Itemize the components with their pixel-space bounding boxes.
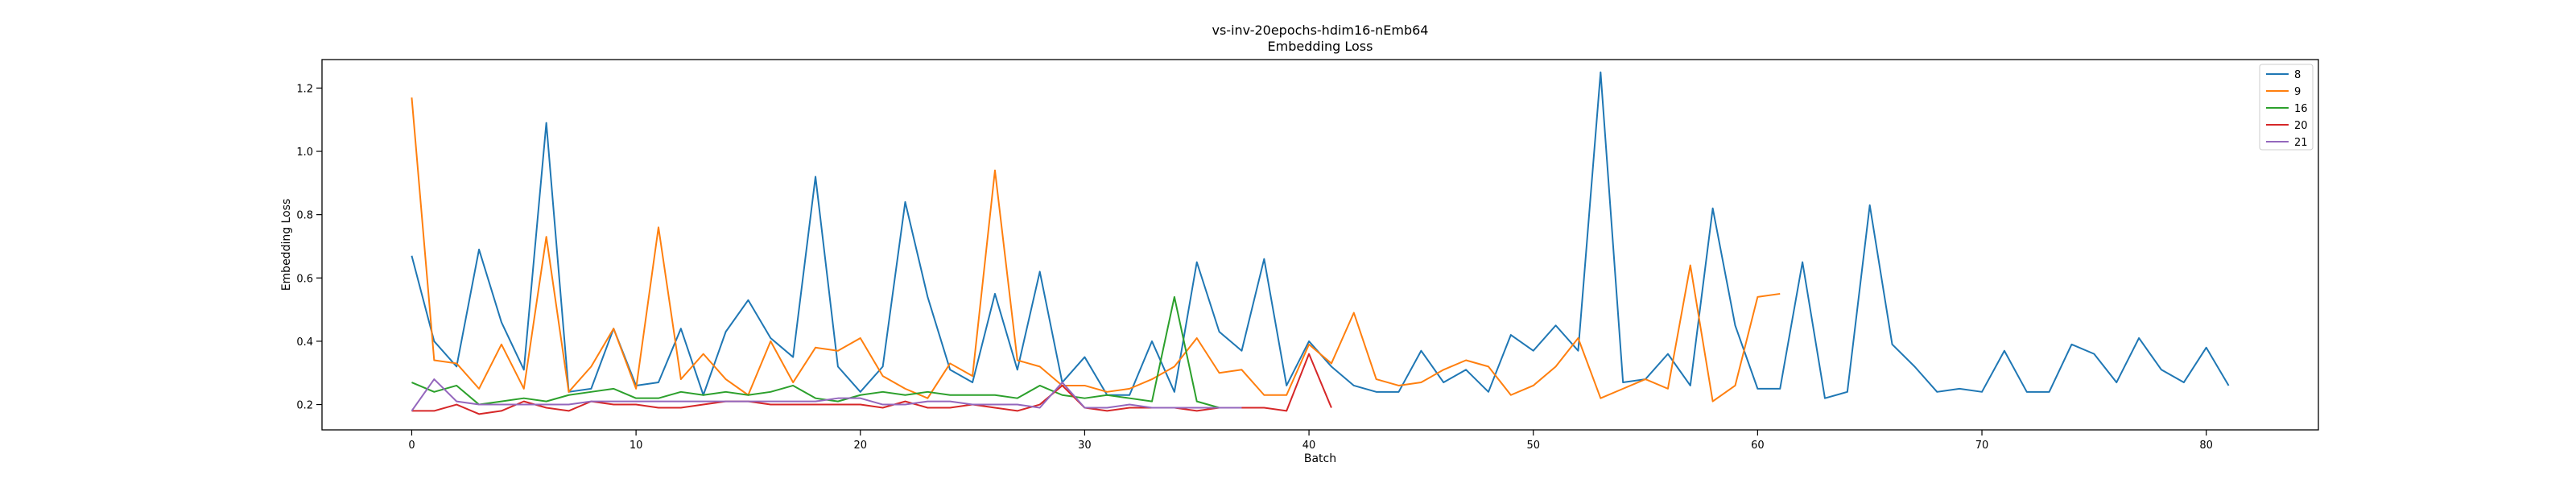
x-tick-label: 0 <box>408 440 415 452</box>
x-axis-ticks: 0 10 20 30 40 50 60 70 80 <box>408 430 2213 452</box>
legend-label-16: 16 <box>2294 103 2308 115</box>
legend-label-20: 20 <box>2294 120 2308 132</box>
x-tick-label: 60 <box>1751 440 1765 452</box>
x-tick-label: 40 <box>1302 440 1316 452</box>
x-tick-label: 50 <box>1526 440 1540 452</box>
plot-area-frame <box>321 59 2319 431</box>
y-axis-ticks: 0.2 0.4 0.6 0.8 1.0 1.2 <box>296 83 322 412</box>
series-line-21 <box>411 378 1242 411</box>
y-tick-label: 0.8 <box>296 210 313 222</box>
x-tick-label: 20 <box>853 440 867 452</box>
series-layer <box>411 71 2230 415</box>
legend-label-9: 9 <box>2294 86 2301 98</box>
y-tick-label: 1.0 <box>296 147 313 159</box>
legend: 8 9 16 20 21 <box>2259 64 2314 151</box>
chart-subtitle: Embedding Loss <box>1268 39 1373 54</box>
chart-title: vs-inv-20epochs-hdim16-nEmb64 <box>1212 23 1429 38</box>
x-tick-label: 70 <box>1975 440 1989 452</box>
x-axis-label: Batch <box>1304 452 1336 465</box>
y-tick-label: 0.4 <box>296 336 313 349</box>
x-tick-label: 10 <box>630 440 643 452</box>
y-tick-label: 0.2 <box>296 400 313 412</box>
legend-label-21: 21 <box>2294 137 2308 149</box>
x-tick-label: 80 <box>2199 440 2213 452</box>
legend-label-8: 8 <box>2294 69 2301 81</box>
series-line-9 <box>411 97 1781 402</box>
y-tick-label: 0.6 <box>296 273 313 285</box>
x-tick-label: 30 <box>1078 440 1092 452</box>
y-tick-label: 1.2 <box>296 83 313 95</box>
y-axis-label: Embedding Loss <box>280 199 293 291</box>
